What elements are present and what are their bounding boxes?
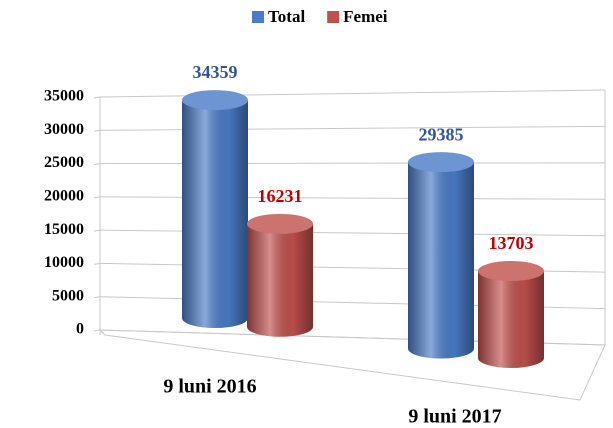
y-tick-label: 15000 <box>44 221 84 238</box>
tick-mark <box>93 262 101 265</box>
grid-line <box>99 196 606 200</box>
cylinder-shade <box>478 271 544 368</box>
tick-mark <box>93 129 101 132</box>
y-tick-label: 30000 <box>44 121 84 138</box>
tick-mark <box>93 329 101 332</box>
x-tick-label: 9 luni 2017 <box>408 406 501 428</box>
y-tick-label: 0 <box>76 321 84 338</box>
y-tick-label: 35000 <box>44 88 84 105</box>
grid-line <box>99 89 606 98</box>
cylinder-top <box>478 261 544 282</box>
grid-line <box>99 162 606 165</box>
legend-swatch <box>252 11 264 23</box>
cylinder-top <box>247 213 313 234</box>
cylinder-shade <box>182 100 248 329</box>
cylinder-top-shade <box>408 152 474 173</box>
tick-mark <box>93 163 101 166</box>
cylinder-top-shade <box>247 213 313 234</box>
tick-mark <box>93 296 101 299</box>
cylinder-shade <box>247 223 313 337</box>
value-label: 34359 <box>193 62 238 82</box>
tick-mark <box>93 196 101 199</box>
legend-swatch <box>327 11 340 23</box>
tick-mark <box>93 229 101 232</box>
cylinder-top-shade <box>478 261 544 282</box>
value-label: 16231 <box>258 186 303 206</box>
grid-line <box>99 125 606 131</box>
cylinder-shade <box>408 162 474 359</box>
tick-mark <box>93 96 101 99</box>
cylinder-top-shade <box>182 90 248 111</box>
value-label: 29385 <box>419 124 464 144</box>
cylinder-top <box>182 90 248 111</box>
y-tick-label: 5000 <box>52 287 84 304</box>
y-tick-label: 10000 <box>44 254 84 271</box>
y-tick-label: 25000 <box>44 154 84 171</box>
legend-label: Femei <box>343 7 388 26</box>
legend-label: Total <box>268 7 305 26</box>
y-tick-label: 20000 <box>44 188 84 205</box>
x-tick-label: 9 luni 2016 <box>163 376 256 398</box>
cylinder-top <box>408 152 474 173</box>
value-label: 13703 <box>489 233 534 253</box>
